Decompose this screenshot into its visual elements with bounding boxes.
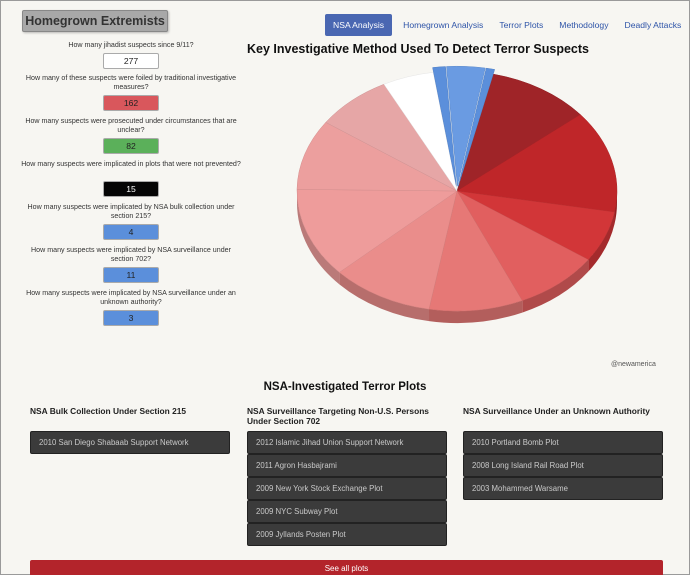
answer-value[interactable]: 82 bbox=[103, 138, 159, 154]
answer-value[interactable]: 15 bbox=[103, 181, 159, 197]
plot-list-item[interactable]: 2008 Long Island Rail Road Plot bbox=[463, 454, 663, 477]
question-item: How many suspects were prosecuted under … bbox=[21, 117, 241, 154]
plot-column: NSA Surveillance Under an Unknown Author… bbox=[463, 406, 663, 500]
plot-list-item[interactable]: 2003 Mohammed Warsame bbox=[463, 477, 663, 500]
answer-value[interactable]: 277 bbox=[103, 53, 159, 69]
pie-slice[interactable] bbox=[296, 189, 458, 273]
question-text: How many suspects were implicated by NSA… bbox=[31, 246, 231, 263]
plot-list-item[interactable]: 2012 Islamic Jihad Union Support Network bbox=[247, 431, 447, 454]
question-text: How many jihadist suspects since 9/11? bbox=[68, 41, 194, 49]
pie-slice[interactable] bbox=[446, 65, 486, 187]
chart-credit: @newamerica bbox=[611, 361, 656, 368]
plot-list-item[interactable]: 2009 Jyllands Posten Plot bbox=[247, 523, 447, 546]
pie-slice[interactable] bbox=[428, 190, 523, 312]
pie-slice-side bbox=[522, 259, 589, 313]
pie-slice-side bbox=[297, 191, 340, 285]
tab-terror-plots[interactable]: Terror Plots bbox=[499, 20, 544, 30]
question-item: How many jihadist suspects since 9/11? 27… bbox=[21, 41, 241, 69]
question-item: How many of these suspects were foiled b… bbox=[21, 74, 241, 111]
chart-title: Key Investigative Method Used To Detect … bbox=[247, 42, 589, 56]
tab-methodology[interactable]: Methodology bbox=[559, 20, 609, 30]
question-item: How many suspects were implicated by NSA… bbox=[21, 246, 241, 283]
question-item: How many suspects were implicated by NSA… bbox=[21, 289, 241, 326]
plots-section-title: NSA-Investigated Terror Plots bbox=[263, 381, 427, 393]
question-text: How many suspects were implicated by NSA… bbox=[27, 203, 235, 220]
pie-slice[interactable] bbox=[432, 66, 457, 187]
pie-slice[interactable] bbox=[457, 67, 496, 187]
pie-slice[interactable] bbox=[383, 72, 458, 192]
question-item: How many suspects were implicated by NSA… bbox=[21, 203, 241, 240]
see-all-plots-button[interactable]: See all plots bbox=[30, 560, 663, 575]
plot-column-title: NSA Bulk Collection Under Section 215 bbox=[30, 406, 187, 416]
answer-value[interactable]: 11 bbox=[103, 267, 159, 283]
plot-list-item[interactable]: 2010 San Diego Shabaab Support Network bbox=[30, 431, 230, 454]
plot-list-item[interactable]: 2011 Agron Hasbajrami bbox=[247, 454, 447, 477]
tab-nsa-analysis[interactable]: NSA Analysis bbox=[325, 14, 393, 36]
answer-value[interactable]: 3 bbox=[103, 310, 159, 326]
plot-column: NSA Bulk Collection Under Section 215 201… bbox=[30, 406, 230, 454]
plot-column-title: NSA Surveillance Under an Unknown Author… bbox=[463, 406, 650, 416]
questions-panel: How many jihadist suspects since 9/11? 27… bbox=[21, 41, 241, 326]
pie-slice-side bbox=[339, 272, 430, 322]
main-nav: NSA Analysis Homegrown Analysis Terror P… bbox=[325, 14, 689, 36]
question-text: How many suspects were implicated in plo… bbox=[21, 160, 241, 168]
pie-slice-side bbox=[588, 211, 615, 272]
answer-value[interactable]: 4 bbox=[103, 224, 159, 240]
question-text: How many suspects were implicated by NSA… bbox=[26, 289, 236, 306]
plot-column-title: NSA Surveillance Targeting Non-U.S. Pers… bbox=[247, 406, 429, 426]
pie-chart bbox=[296, 65, 618, 323]
site-logo[interactable]: Homegrown Extremists bbox=[22, 10, 168, 32]
pie-slice-side bbox=[429, 300, 523, 323]
question-text: How many suspects were prosecuted under … bbox=[25, 117, 237, 134]
question-text: How many of these suspects were foiled b… bbox=[25, 74, 237, 91]
question-item: How many suspects were implicated in plo… bbox=[21, 160, 241, 197]
plot-list-item[interactable]: 2009 New York Stock Exchange Plot bbox=[247, 477, 447, 500]
answer-value[interactable]: 162 bbox=[103, 95, 159, 111]
pie-slice[interactable] bbox=[456, 114, 618, 213]
tab-deadly-attacks[interactable]: Deadly Attacks bbox=[624, 20, 682, 30]
pie-slice[interactable] bbox=[338, 190, 458, 310]
pie-slice-side bbox=[614, 191, 617, 224]
plot-column: NSA Surveillance Targeting Non-U.S. Pers… bbox=[247, 406, 447, 546]
tab-homegrown-analysis[interactable]: Homegrown Analysis bbox=[403, 20, 484, 30]
pie-slice[interactable] bbox=[296, 122, 458, 192]
pie-slice[interactable] bbox=[456, 190, 589, 301]
pie-slice[interactable] bbox=[456, 73, 581, 192]
plot-list-item[interactable]: 2009 NYC Subway Plot bbox=[247, 500, 447, 523]
plot-list-item[interactable]: 2010 Portland Bomb Plot bbox=[463, 431, 663, 454]
